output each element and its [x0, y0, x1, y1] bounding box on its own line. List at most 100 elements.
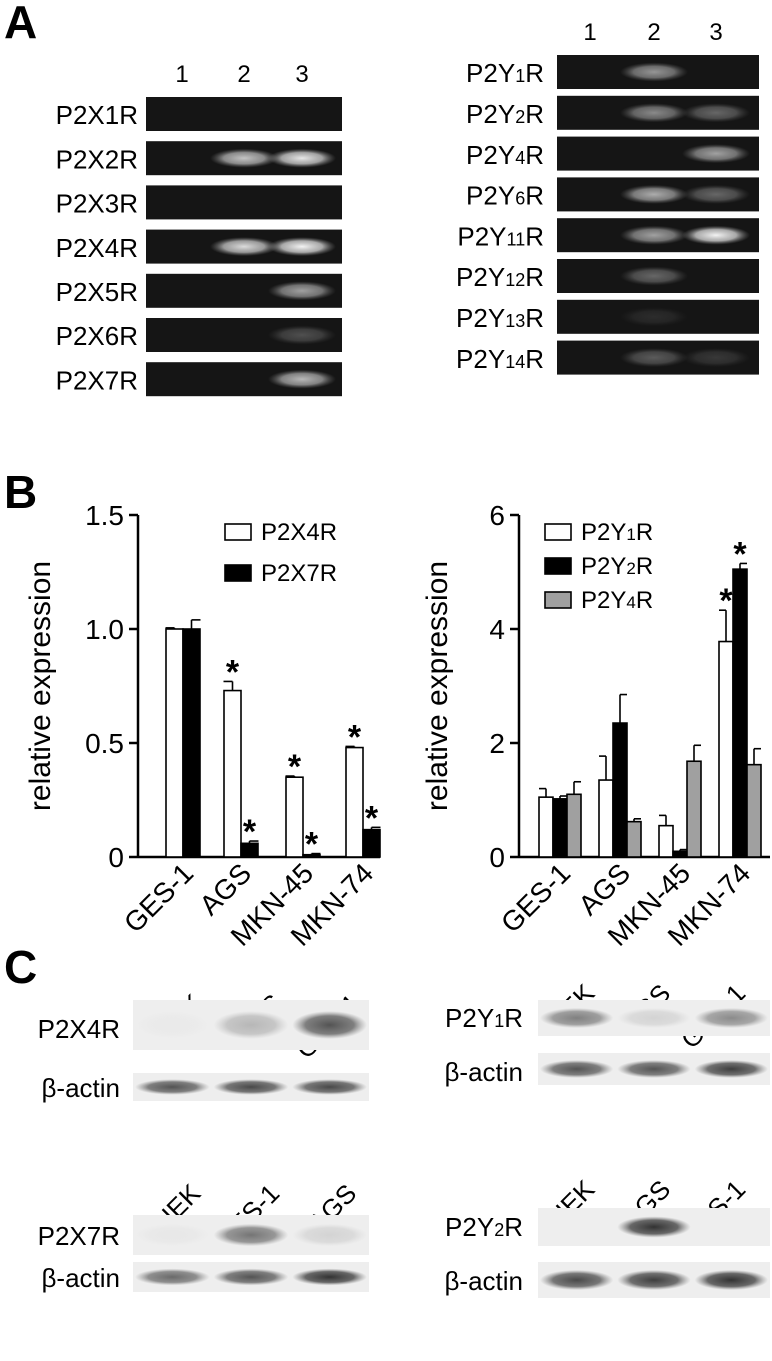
- gel-band: [682, 184, 750, 204]
- panel-label-a: A: [4, 0, 37, 48]
- lane-number: 3: [295, 61, 308, 88]
- bar: [182, 628, 201, 858]
- blot-band: [213, 1223, 289, 1247]
- significance-star: *: [226, 653, 240, 691]
- blot-band: [617, 1007, 691, 1029]
- gel-row-label: P2Y13R: [456, 303, 544, 333]
- bar: [598, 779, 614, 858]
- y-axis-label: relative expression: [421, 561, 454, 811]
- blot-band: [694, 1007, 768, 1029]
- significance-star: *: [288, 748, 302, 786]
- y-tick-label: 0.5: [85, 728, 124, 759]
- legend-label: P2Y4R: [581, 587, 653, 614]
- blot-band: [540, 1007, 614, 1029]
- gel-row-label: P2Y4R: [466, 140, 544, 170]
- gel-band: [620, 62, 688, 82]
- gel-band: [682, 348, 750, 368]
- bar: [566, 793, 582, 858]
- blot-band: [540, 1269, 614, 1291]
- gel-row-label: P2Y14R: [456, 344, 544, 374]
- bar: [285, 776, 304, 858]
- blot-row-label: P2Y2R: [445, 1212, 523, 1242]
- blot-band: [292, 1223, 367, 1247]
- blot-band: [135, 1224, 210, 1246]
- gel-band: [268, 237, 336, 257]
- legend-swatch: [224, 564, 252, 582]
- blot-row-label: β-actin: [41, 1073, 120, 1103]
- blot-band: [617, 1060, 691, 1078]
- y-tick-label: 1.5: [85, 500, 124, 531]
- legend-swatch: [544, 591, 572, 609]
- gel-band: [268, 369, 336, 389]
- lane-number: 2: [237, 61, 250, 88]
- gel-row-label: P2X3R: [56, 189, 138, 219]
- y-axis-label: relative expression: [24, 561, 57, 811]
- legend-swatch: [544, 523, 572, 541]
- blot-band: [135, 1268, 210, 1286]
- blot-row-label: β-actin: [444, 1266, 523, 1296]
- panel-label-b: B: [4, 466, 37, 518]
- bar: [658, 824, 674, 858]
- y-tick-label: 0: [108, 842, 124, 873]
- significance-star: *: [305, 826, 319, 864]
- legend-swatch: [544, 557, 572, 575]
- bar: [626, 820, 642, 858]
- gel-band: [210, 237, 278, 257]
- y-tick-label: 1.0: [85, 614, 124, 645]
- lane-number: 2: [647, 19, 660, 46]
- gel-p2y: 1 2 3 P2Y1R P2Y2R P2Y4R P2Y6R P2Y11R P2Y12R P2Y13…: [456, 19, 759, 375]
- blot-band: [540, 1060, 614, 1078]
- blot-row-label: P2X4R: [38, 1014, 120, 1044]
- gel-p2x: 1 2 3 P2X1R P2X2R P2X3R P2X4R P2X5R P2X6R P2X7R: [56, 61, 342, 397]
- blot-row-label: β-actin: [444, 1057, 523, 1087]
- gel-band: [682, 103, 750, 123]
- gel-band: [620, 307, 688, 327]
- gel-band: [682, 144, 750, 164]
- blot-band: [213, 1011, 289, 1039]
- significance-star: *: [243, 813, 257, 851]
- blot-row-label: β-actin: [41, 1263, 120, 1293]
- y-tick-label: 0: [489, 842, 505, 873]
- western-blots: HEKAGSGES-1P2X4Rβ-actinHEKAGSGES-1P2Y1Rβ…: [38, 978, 770, 1298]
- gel-row-label: P2Y6R: [466, 181, 544, 211]
- gel-row-label: P2X2R: [56, 144, 138, 174]
- gel-band: [620, 225, 688, 245]
- blot-band: [213, 1268, 289, 1286]
- gel-row-label: P2Y11R: [457, 221, 544, 251]
- significance-star: *: [733, 535, 747, 573]
- gel-band: [210, 148, 278, 168]
- legend-swatch: [224, 523, 252, 541]
- lane-number: 1: [583, 19, 596, 46]
- gel-band: [268, 325, 336, 345]
- gel-row-label: P2X4R: [56, 233, 138, 263]
- legend-label: P2X4R: [261, 519, 337, 546]
- gel-band: [620, 103, 688, 123]
- bar: [672, 850, 688, 858]
- panel-label-c: C: [4, 941, 37, 993]
- bar: [538, 796, 554, 858]
- blot-row-label: P2Y1R: [445, 1003, 523, 1033]
- gel-row-label: P2Y12R: [456, 262, 544, 292]
- lane-number: 3: [709, 19, 722, 46]
- significance-star: *: [365, 799, 379, 837]
- gel-row-label: P2X1R: [56, 100, 138, 130]
- gel-row-label: P2X7R: [56, 365, 138, 395]
- blot-band: [694, 1269, 768, 1291]
- x-tick-label: GES-1: [495, 857, 576, 938]
- blot-band: [292, 1268, 367, 1286]
- gel-band: [620, 348, 688, 368]
- bar: [345, 746, 364, 858]
- blot-band: [292, 1011, 367, 1039]
- bar: [165, 628, 184, 858]
- legend-label: P2Y2R: [581, 553, 653, 580]
- blot-band: [694, 1060, 768, 1078]
- bar: [612, 722, 628, 858]
- blot-band: [135, 1079, 210, 1095]
- blot-band: [292, 1079, 367, 1095]
- gel-band: [268, 148, 336, 168]
- blot-band: [135, 1011, 210, 1039]
- gel-strip: [146, 185, 342, 220]
